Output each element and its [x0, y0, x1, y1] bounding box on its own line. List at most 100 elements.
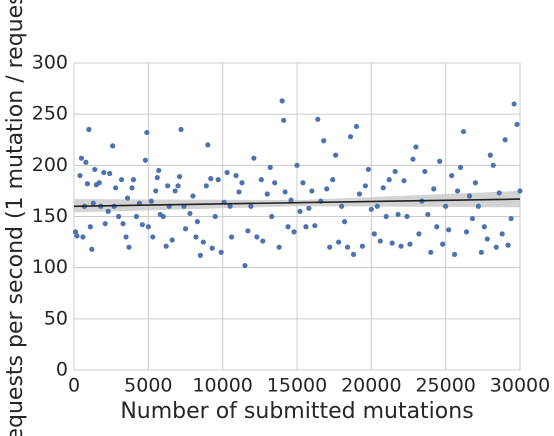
point — [74, 233, 80, 239]
point — [336, 239, 342, 245]
point — [505, 242, 511, 248]
point — [443, 203, 449, 209]
point — [434, 224, 440, 230]
point — [398, 243, 404, 249]
point — [242, 263, 248, 269]
point — [78, 155, 85, 161]
point — [508, 215, 514, 222]
point — [182, 226, 189, 232]
point — [84, 181, 90, 187]
x-tick-label: 25000 — [415, 375, 475, 397]
point — [386, 177, 392, 183]
point — [142, 157, 148, 163]
point — [116, 213, 122, 220]
point — [172, 188, 178, 194]
point — [178, 126, 184, 133]
point — [460, 128, 467, 135]
point — [425, 211, 431, 218]
point — [203, 183, 209, 189]
point — [215, 177, 221, 183]
point — [218, 249, 224, 255]
point — [124, 195, 131, 201]
point — [133, 213, 140, 220]
point — [377, 238, 383, 244]
point — [92, 166, 98, 173]
point — [294, 162, 300, 168]
point — [89, 246, 95, 252]
point — [96, 180, 102, 186]
point — [126, 244, 132, 250]
point — [466, 193, 473, 199]
point — [165, 183, 171, 189]
point — [139, 222, 145, 228]
point — [236, 189, 242, 195]
point — [347, 134, 354, 140]
point — [83, 159, 89, 165]
point — [395, 211, 401, 218]
point — [120, 221, 126, 227]
point — [130, 177, 137, 183]
point — [502, 137, 508, 143]
point — [233, 172, 239, 179]
point — [457, 164, 464, 170]
point — [160, 213, 166, 220]
point — [144, 129, 150, 136]
point — [197, 252, 203, 258]
point — [356, 191, 363, 197]
point — [309, 188, 315, 194]
point — [484, 236, 490, 242]
point — [110, 143, 116, 149]
point — [437, 158, 443, 164]
point — [279, 98, 285, 104]
y-axis-label: Requests per second (1 mutation / reques… — [3, 0, 28, 436]
y-tick-label: 50 — [44, 307, 68, 329]
point — [353, 123, 360, 130]
point — [321, 138, 327, 144]
point — [90, 200, 96, 206]
point — [129, 185, 135, 191]
point — [514, 121, 520, 127]
y-tick-label: 250 — [32, 103, 68, 125]
point — [245, 228, 251, 234]
point — [77, 172, 83, 179]
point — [205, 142, 211, 148]
point — [472, 180, 478, 186]
point — [440, 241, 446, 247]
point — [481, 224, 487, 230]
point — [374, 203, 380, 209]
point — [153, 188, 159, 194]
point — [478, 249, 484, 255]
point — [463, 229, 470, 235]
point — [362, 183, 368, 189]
point — [451, 251, 458, 257]
point — [118, 177, 125, 183]
point — [392, 168, 398, 175]
point — [239, 180, 245, 186]
point — [258, 177, 264, 183]
point — [101, 169, 107, 176]
point — [86, 126, 92, 133]
point — [446, 227, 452, 233]
point — [496, 190, 502, 196]
x-tick-label: 0 — [68, 375, 80, 397]
point — [454, 188, 461, 194]
x-tick-label: 5000 — [124, 375, 172, 397]
point — [315, 116, 321, 122]
point — [281, 117, 287, 123]
point — [327, 244, 333, 250]
point — [228, 234, 235, 240]
point — [190, 193, 196, 199]
x-tick-label: 30000 — [490, 375, 550, 397]
point — [312, 223, 318, 229]
point — [487, 152, 493, 158]
point — [288, 197, 294, 203]
point — [371, 231, 377, 237]
point — [428, 249, 434, 255]
point — [87, 224, 93, 230]
point — [80, 234, 86, 240]
point — [251, 155, 257, 161]
point — [276, 244, 282, 250]
point — [105, 208, 111, 214]
point — [359, 243, 366, 249]
